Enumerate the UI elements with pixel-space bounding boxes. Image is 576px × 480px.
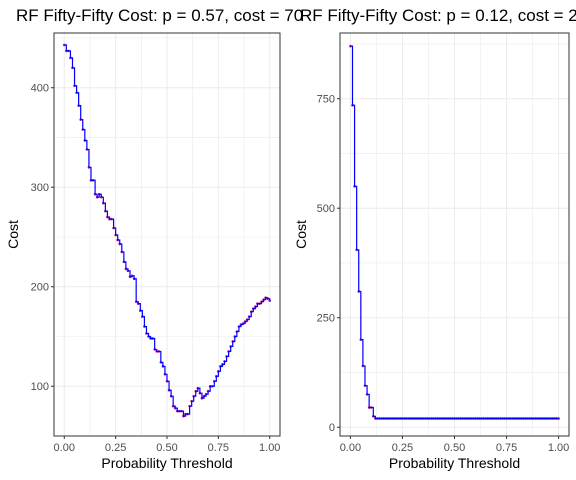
left-data-point: [268, 299, 272, 302]
right-y-tick-label: 250: [317, 313, 335, 325]
left-x-tick-label: 0.50: [156, 442, 177, 454]
right-x-tick-label: 0.25: [392, 442, 413, 454]
left-y-axis-label: Cost: [5, 220, 21, 249]
right-y-tick-label: 750: [317, 94, 335, 106]
left-y-tick-label: 100: [31, 381, 49, 393]
left-chart: 0.00 0.25 0.50 0.75 1.00 100 200 300 400 Probab…: [5, 32, 281, 471]
left-x-tick-label: 1.00: [259, 442, 280, 454]
left-y-tick-label: 300: [31, 182, 49, 194]
left-y-tick-label: 200: [31, 282, 49, 294]
right-y-tick-label: 0: [329, 422, 335, 434]
right-gridlines: [340, 33, 569, 436]
right-cost-line: [350, 45, 559, 420]
right-y-tick-label: 500: [317, 203, 335, 215]
right-x-tick-label: 1.00: [548, 442, 569, 454]
right-y-ticks: 0 250 500 750: [317, 94, 340, 434]
right-chart-title: RF Fifty-Fifty Cost: p = 0.12, cost = 20: [300, 6, 576, 25]
right-y-axis-label: Cost: [293, 220, 309, 249]
right-x-axis-label: Probability Threshold: [389, 455, 520, 471]
left-x-ticks: 0.00 0.25 0.50 0.75 1.00: [54, 436, 280, 454]
right-x-tick-label: 0.75: [496, 442, 517, 454]
right-chart: 0.00 0.25 0.50 0.75 1.00 0 250 500 750 Probabil…: [293, 32, 570, 471]
left-x-tick-label: 0.25: [105, 442, 126, 454]
left-x-axis-label: Probability Threshold: [101, 455, 232, 471]
right-x-tick-label: 0.50: [444, 442, 465, 454]
left-x-tick-label: 0.75: [208, 442, 229, 454]
left-cost-line: [64, 44, 271, 417]
left-x-tick-label: 0.00: [54, 442, 75, 454]
right-x-tick-label: 0.00: [340, 442, 361, 454]
left-y-ticks: 100 200 300 400: [31, 83, 54, 393]
right-x-ticks: 0.00 0.25 0.50 0.75 1.00: [340, 436, 569, 454]
left-y-tick-label: 400: [31, 83, 49, 95]
left-chart-title: RF Fifty-Fifty Cost: p = 0.57, cost = 70: [16, 6, 303, 25]
